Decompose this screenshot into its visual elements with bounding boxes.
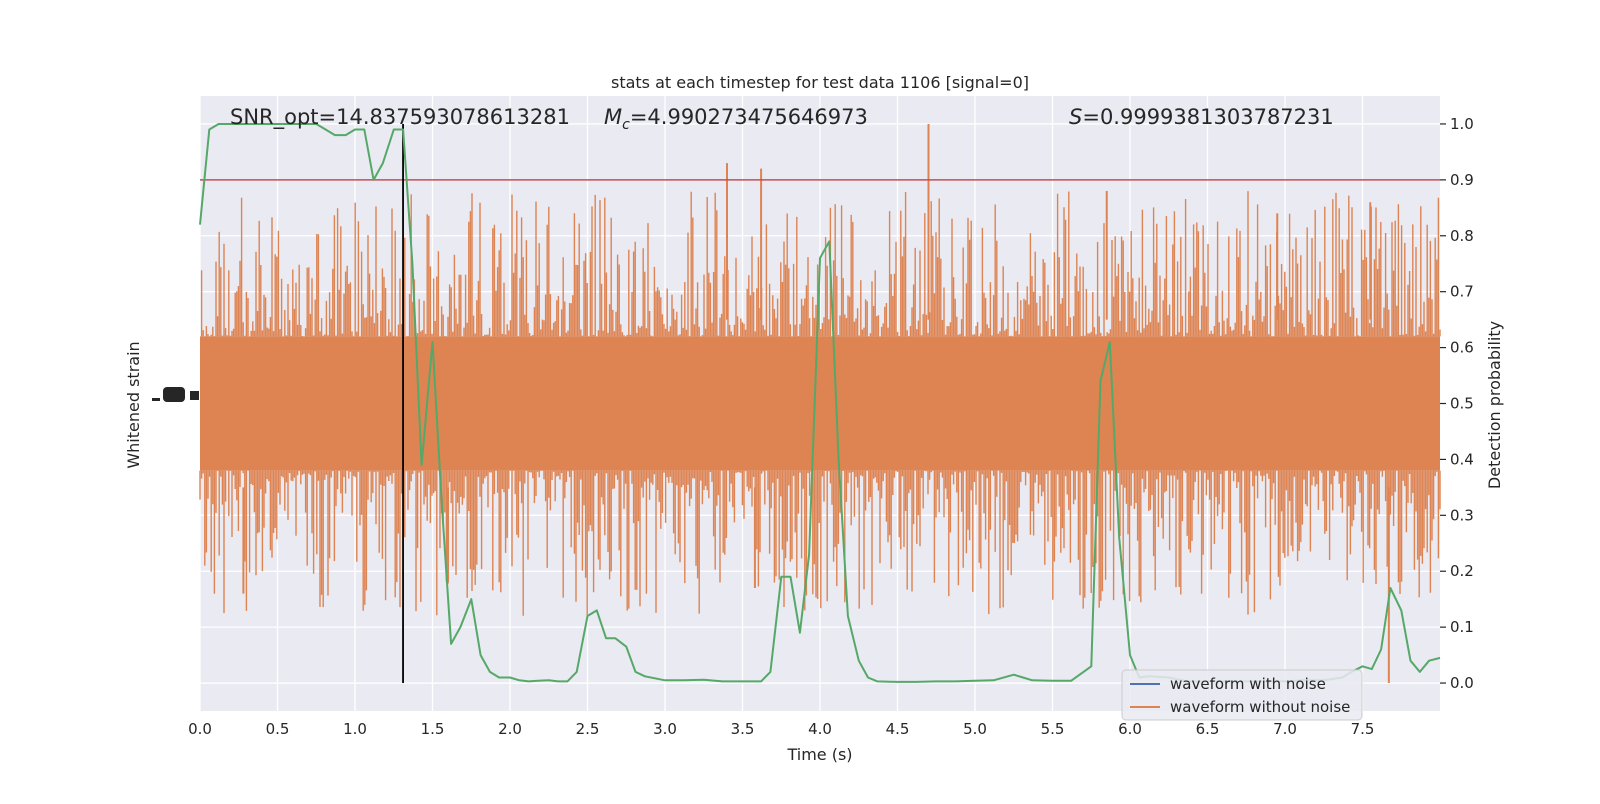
noise-series <box>199 123 1441 684</box>
x-tick-label: 7.0 <box>1273 720 1297 738</box>
y-axis-label-left: Whitened strain <box>124 341 143 468</box>
y-tick-label: 0.9 <box>1450 171 1474 189</box>
x-axis-ticks: 0.0 0.5 1.0 1.5 2.0 2.5 3.0 3.5 4.0 4.5 5.0 5.5 6.0 6… <box>188 720 1374 738</box>
left-tick-blob <box>163 387 185 402</box>
x-axis-label: Time (s) <box>786 745 852 764</box>
x-tick-label: 0.0 <box>188 720 212 738</box>
x-tick-label: 7.5 <box>1351 720 1375 738</box>
noise-upper-spikes <box>200 191 1441 337</box>
y-tick-label: 0.3 <box>1450 506 1474 524</box>
x-tick-label: 5.5 <box>1041 720 1065 738</box>
noise-core-band <box>200 336 1440 471</box>
chart-title: stats at each timestep for test data 110… <box>611 73 1029 92</box>
s-annotation: S=0.9999381303787231 <box>1069 105 1334 129</box>
y-tick-label: 0.2 <box>1450 562 1474 580</box>
x-tick-label: 1.5 <box>421 720 445 738</box>
mc-subscript: c <box>622 117 630 133</box>
y-tick-label: 0.5 <box>1450 395 1474 413</box>
x-tick-label: 2.0 <box>498 720 522 738</box>
left-axis-overlapped-ticks <box>152 387 199 402</box>
y-tick-label: 0.8 <box>1450 227 1474 245</box>
left-tick-blob <box>190 391 199 400</box>
x-tick-label: 6.5 <box>1196 720 1220 738</box>
mc-value: =4.990273475646973 <box>630 105 868 129</box>
mc-annotation: Mc=4.990273475646973 <box>604 105 868 133</box>
s-symbol: S <box>1069 105 1082 129</box>
x-tick-label: 6.0 <box>1118 720 1142 738</box>
legend-label-noisy: waveform with noise <box>1170 675 1326 693</box>
noise-lower-spikes <box>199 470 1441 616</box>
y-tick-label: 0.1 <box>1450 618 1474 636</box>
x-tick-label: 3.0 <box>653 720 677 738</box>
legend-box <box>1121 669 1363 721</box>
x-tick-label: 0.5 <box>266 720 290 738</box>
y-tick-label: 0.6 <box>1450 339 1474 357</box>
y-axis-ticks-right: 0.0 0.1 0.2 0.3 0.4 0.5 0.6 0.7 0.8 0.9 1.0 <box>1440 115 1474 692</box>
s-value: =0.9999381303787231 <box>1082 105 1333 129</box>
y-tick-label: 0.0 <box>1450 674 1474 692</box>
x-tick-label: 2.5 <box>576 720 600 738</box>
snr-annotation: SNR_opt=14.837593078613281 <box>230 105 570 130</box>
x-tick-label: 4.5 <box>886 720 910 738</box>
x-tick-label: 5.0 <box>963 720 987 738</box>
y-tick-label: 0.7 <box>1450 283 1474 301</box>
y-axis-label-right: Detection probability <box>1485 321 1504 489</box>
mc-symbol: M <box>604 105 622 129</box>
x-tick-label: 3.5 <box>731 720 755 738</box>
left-tick-blob <box>152 398 160 401</box>
y-tick-label: 1.0 <box>1450 115 1474 133</box>
legend: waveform with noise waveform without noi… <box>1121 669 1363 721</box>
legend-label-clean: waveform without noise <box>1170 698 1350 716</box>
x-tick-label: 1.0 <box>343 720 367 738</box>
x-tick-label: 4.0 <box>808 720 832 738</box>
y-tick-label: 0.4 <box>1450 450 1474 468</box>
